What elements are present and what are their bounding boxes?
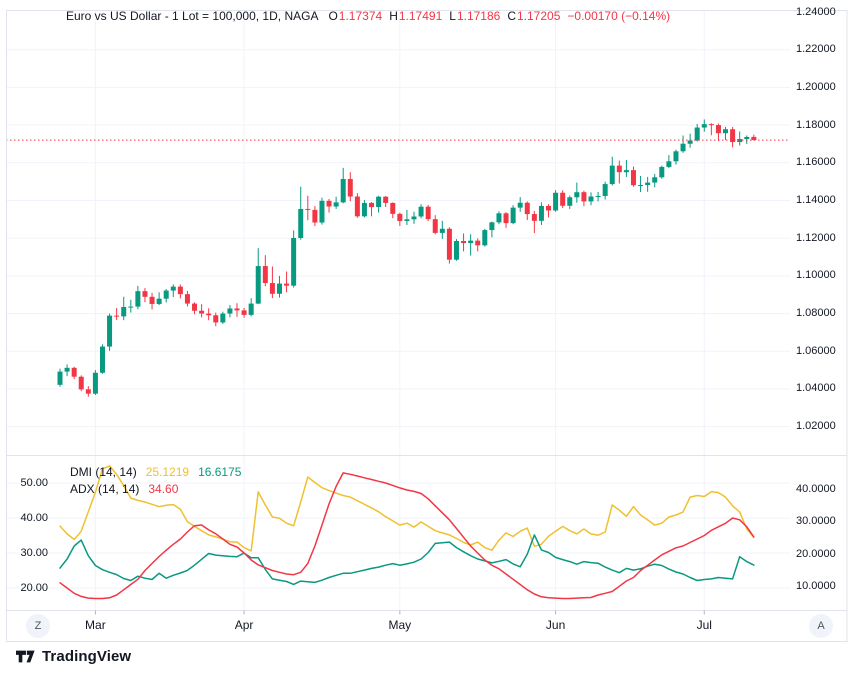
price-tick-label: 1.20000 bbox=[796, 80, 836, 93]
pane-divider[interactable] bbox=[6, 454, 847, 457]
time-tick-label-may: May bbox=[388, 618, 412, 632]
symbol-title: Euro vs US Dollar - 1 Lot = 100,000, 1D,… bbox=[66, 9, 319, 23]
plus-di-value: 25.1219 bbox=[145, 465, 190, 479]
dmi-tick-label: 20.0000 bbox=[796, 547, 836, 560]
ohlc-high: H 1.17491 bbox=[389, 9, 443, 23]
adx-value: 34.60 bbox=[148, 482, 179, 496]
price-tick-label: 1.18000 bbox=[796, 118, 836, 131]
price-tick-label: 1.06000 bbox=[796, 344, 836, 357]
z-button[interactable]: Z bbox=[26, 614, 50, 638]
price-tick-label: 1.22000 bbox=[796, 43, 836, 56]
ohlc-close: C 1.17205 bbox=[507, 9, 561, 23]
adx-tick-label: 40.00 bbox=[20, 511, 48, 524]
tradingview-logo-icon bbox=[16, 650, 35, 662]
adx-label: ADX (14, 14) bbox=[70, 482, 140, 496]
price-tick-label: 1.14000 bbox=[796, 193, 836, 206]
price-tick-label: 1.24000 bbox=[796, 5, 836, 18]
dmi-tick-label: 30.0000 bbox=[796, 515, 836, 528]
price-tick-label: 1.12000 bbox=[796, 231, 836, 244]
change-value: −0.00170 (−0.14%) bbox=[567, 9, 671, 23]
time-tick-label-jun: Jun bbox=[545, 618, 566, 632]
adx-tick-label: 50.00 bbox=[20, 476, 48, 489]
dmi-tick-label: 10.0000 bbox=[796, 580, 836, 593]
symbol-legend: Euro vs US Dollar - 1 Lot = 100,000, 1D,… bbox=[66, 9, 670, 23]
price-tick-label: 1.16000 bbox=[796, 156, 836, 169]
adx-tick-label: 20.00 bbox=[20, 581, 48, 594]
time-tick-label-apr: Apr bbox=[234, 618, 254, 632]
ohlc-open: O 1.17374 bbox=[328, 9, 383, 23]
ohlc-low: L 1.17186 bbox=[449, 9, 501, 23]
price-axis: 1.24000 1.22000 1.20000 1.18000 1.16000 1.140… bbox=[796, 0, 859, 645]
price-tick-label: 1.10000 bbox=[796, 269, 836, 282]
footer-brand: TradingView bbox=[16, 648, 131, 665]
tradingview-wordmark: TradingView bbox=[42, 648, 132, 665]
a-button[interactable]: A bbox=[809, 614, 833, 638]
price-tick-label: 1.08000 bbox=[796, 307, 836, 320]
dmi-right-axis: 40.0000 30.0000 20.0000 10.0000 bbox=[796, 0, 859, 645]
price-tick-label: 1.04000 bbox=[796, 382, 836, 395]
time-tick-label-mar: Mar bbox=[85, 618, 106, 632]
minus-di-value: 16.6175 bbox=[198, 465, 242, 479]
price-scale[interactable] bbox=[790, 10, 847, 610]
dmi-tick-label: 40.0000 bbox=[796, 482, 836, 495]
dmi-left-axis: 50.00 40.00 30.00 20.00 bbox=[0, 0, 54, 645]
time-scale[interactable] bbox=[6, 610, 847, 642]
price-tick-label: 1.02000 bbox=[796, 420, 836, 433]
adx-tick-label: 30.00 bbox=[20, 546, 48, 559]
indicator-legend: DMI (14, 14) 25.1219 16.6175 ADX (14, 14… bbox=[70, 464, 241, 498]
time-tick-label-jul: Jul bbox=[696, 618, 712, 632]
dmi-label: DMI (14, 14) bbox=[70, 465, 137, 479]
